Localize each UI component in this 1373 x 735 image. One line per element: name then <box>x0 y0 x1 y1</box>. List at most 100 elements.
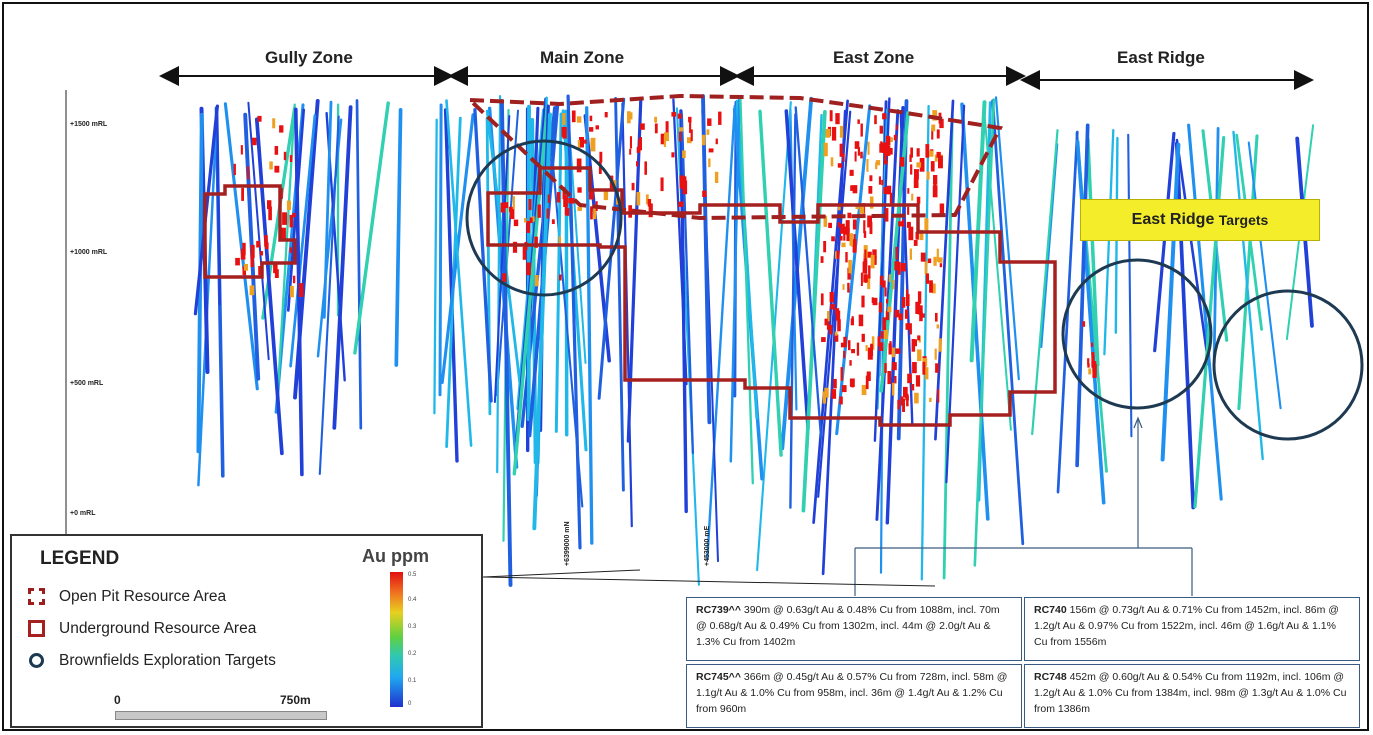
high-grade-segment <box>879 342 884 351</box>
high-grade-segment <box>588 188 594 200</box>
drill-hole-trace <box>1247 141 1282 410</box>
high-grade-segment <box>883 160 888 165</box>
high-grade-segment <box>883 187 887 194</box>
high-grade-segment <box>824 387 829 398</box>
high-grade-segment <box>871 297 874 304</box>
drill-hole-trace <box>920 104 930 581</box>
high-grade-segment <box>927 258 932 264</box>
colorbar-title: Au ppm <box>362 546 429 566</box>
high-grade-segment <box>628 112 633 120</box>
high-grade-segment <box>631 182 635 191</box>
high-grade-segment <box>906 289 909 296</box>
high-grade-segment <box>930 161 935 172</box>
high-grade-segment <box>660 177 664 192</box>
drill-hole-trace <box>991 99 1025 546</box>
high-grade-segment <box>571 110 576 123</box>
high-grade-segment <box>909 154 912 162</box>
mrl-label: +1500 mRL <box>70 121 108 128</box>
high-grade-segment <box>854 151 857 162</box>
high-grade-segment <box>877 336 881 347</box>
high-grade-segment <box>875 162 878 170</box>
high-grade-segment <box>915 375 921 387</box>
hole-id: RC739^^ <box>696 604 741 616</box>
high-grade-segment <box>834 331 838 336</box>
high-grade-segment <box>522 246 527 260</box>
colorbar-tick: 0.5 <box>408 572 417 578</box>
high-grade-segment <box>866 371 871 381</box>
high-grade-segment <box>857 147 860 156</box>
high-grade-segment <box>879 275 884 286</box>
high-grade-segment <box>835 308 840 315</box>
drill-hole-trace <box>1175 138 1210 366</box>
high-grade-segment <box>887 306 892 313</box>
hole-id: RC740 <box>1034 604 1067 616</box>
high-grade-segment <box>640 123 645 130</box>
high-grade-segment <box>848 259 852 274</box>
hole-id: RC748 <box>1034 671 1067 683</box>
high-grade-segment <box>829 324 833 335</box>
high-grade-segment <box>835 113 840 125</box>
high-grade-segment <box>702 190 707 197</box>
high-grade-segment <box>924 218 929 231</box>
intercept-text: 366m @ 0.45g/t Au & 0.57% Cu from 728m, … <box>696 671 1008 715</box>
high-grade-segment <box>853 234 856 243</box>
high-grade-segment <box>917 291 922 304</box>
high-grade-segment <box>834 334 839 342</box>
drill-hole-trace <box>789 113 797 509</box>
high-grade-segment <box>531 216 535 222</box>
high-grade-segment <box>906 393 909 407</box>
high-grade-segment <box>874 115 877 125</box>
high-grade-segment <box>885 311 889 321</box>
high-grade-segment <box>562 187 566 200</box>
high-grade-segment <box>830 303 836 310</box>
drill-hole-trace <box>1086 137 1100 368</box>
high-grade-segment <box>283 151 287 161</box>
high-grade-segment <box>871 336 875 350</box>
high-grade-segment <box>897 399 900 410</box>
high-grade-segment <box>868 186 873 194</box>
high-grade-segment <box>839 143 843 157</box>
high-grade-segment <box>891 347 895 358</box>
high-grade-segment <box>820 293 824 306</box>
east-ridge-targets-banner: East Ridge Targets <box>1080 199 1320 241</box>
high-grade-segment <box>847 267 851 280</box>
callout-rc745: RC745^^ 366m @ 0.45g/t Au & 0.57% Cu fro… <box>686 664 1022 728</box>
high-grade-segment <box>638 139 641 151</box>
au-colorbar <box>390 572 403 707</box>
high-grade-segment <box>576 116 582 123</box>
high-grade-segment <box>679 201 684 206</box>
high-grade-segment <box>534 236 538 248</box>
drill-hole-trace <box>1232 130 1264 461</box>
high-grade-segment <box>932 283 936 294</box>
high-grade-segment <box>827 311 830 322</box>
high-grade-segment <box>286 200 292 211</box>
high-grade-segment <box>292 275 296 284</box>
high-grade-segment <box>869 196 874 209</box>
high-grade-segment <box>629 136 632 149</box>
legend-item-label: Open Pit Resource Area <box>59 588 227 605</box>
high-grade-segment <box>599 151 603 163</box>
intercept-text: 390m @ 0.63g/t Au & 0.48% Cu from 1088m,… <box>696 604 1000 648</box>
high-grade-segment <box>679 127 684 132</box>
drill-hole-trace <box>794 106 823 440</box>
high-grade-segment <box>268 206 272 221</box>
legend-item-brownfields: Brownfields Exploration Targets <box>28 652 276 670</box>
high-grade-segment <box>678 131 682 142</box>
high-grade-segment <box>892 362 897 371</box>
high-grade-segment <box>1090 342 1093 347</box>
high-grade-segment <box>687 137 692 144</box>
high-grade-segment <box>863 220 866 234</box>
high-grade-segment <box>589 127 594 132</box>
high-grade-segment <box>503 202 509 209</box>
high-grade-segment <box>915 231 919 240</box>
high-grade-segment <box>934 154 938 162</box>
high-grade-segment <box>894 309 900 318</box>
high-grade-segment <box>274 146 279 155</box>
drill-hole-trace <box>801 109 827 513</box>
high-grade-segment <box>528 199 532 211</box>
underground-outline-main-east <box>486 166 1057 427</box>
drill-hole-trace <box>566 94 582 550</box>
high-grade-segment <box>850 185 854 191</box>
high-grade-segment <box>537 204 541 218</box>
